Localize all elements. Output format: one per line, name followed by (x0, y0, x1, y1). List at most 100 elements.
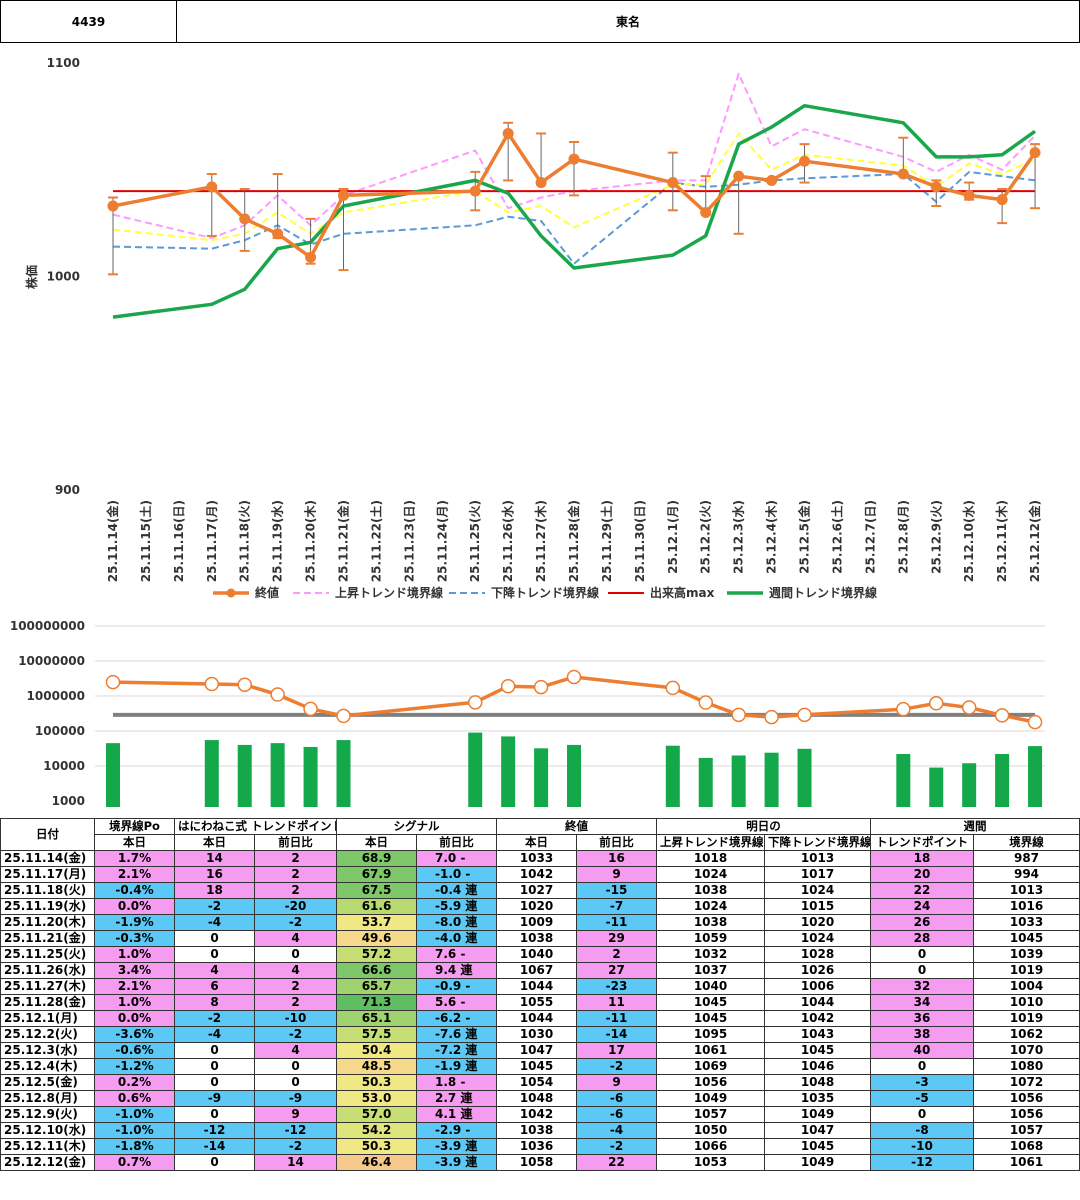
cell-sig: 57.0 (336, 1106, 418, 1123)
cell-wtp: -8 (870, 1122, 975, 1139)
volume-bar (336, 740, 351, 807)
close-point (897, 168, 909, 180)
cell-date: 25.12.2(火) (0, 1026, 95, 1043)
cell-down: 1020 (764, 914, 872, 931)
subheader-up-trend: 上昇トレンド境界線 (656, 834, 766, 851)
x-tick-label: 25.12.11(木) (994, 500, 1009, 582)
volume-bar (501, 736, 516, 807)
cell-wtp: -3 (870, 1074, 975, 1091)
table-row: 25.12.10(水) -1.0% -12 -12 54.2 -2.9 -1038 -4 10… (0, 1122, 1080, 1139)
cell-wb: 1033 (973, 914, 1080, 931)
volume-point (731, 707, 746, 723)
cell-down: 1043 (764, 1026, 872, 1043)
cell-tp: 16 (174, 866, 255, 883)
cell-tp: 4 (174, 962, 255, 979)
cell-wb: 1080 (973, 1058, 1080, 1075)
cell-wtp: 18 (870, 850, 975, 867)
cell-tp-diff: 14 (253, 1154, 338, 1171)
cell-sig-diff: -1.0 - (416, 866, 498, 883)
cell-tp-diff: 2 (253, 882, 338, 899)
volume-bar (567, 744, 582, 807)
cell-po: -0.4% (94, 882, 175, 899)
cell-tp-diff: 2 (253, 850, 338, 867)
cell-wb: 1068 (973, 1138, 1080, 1155)
cell-close-diff: -2 (576, 1058, 658, 1075)
cell-close-diff: -11 (576, 914, 658, 931)
stock-name: 東名 (615, 15, 640, 29)
cell-sig-diff: 5.6 - (416, 994, 498, 1011)
x-tick-label: 25.12.12(金) (1027, 500, 1042, 582)
cell-wb: 1056 (973, 1090, 1080, 1107)
cell-close-diff: 9 (576, 866, 658, 883)
cell-tp-diff: -10 (253, 1010, 338, 1027)
cell-sig-diff: -5.9 連 (416, 898, 498, 915)
x-tick-label: 25.11.22(土) (368, 500, 383, 582)
cell-sig: 61.6 (336, 898, 418, 915)
cell-close: 1038 (496, 1122, 578, 1139)
cell-date: 25.12.10(水) (0, 1122, 95, 1139)
table-row: 25.12.8(月) 0.6% -9 -9 53.0 2.7 連 1048 -6 1049 103… (0, 1090, 1080, 1107)
cell-sig: 65.7 (336, 978, 418, 995)
cell-sig: 67.5 (336, 882, 418, 899)
cell-down: 1049 (764, 1106, 872, 1123)
table-row: 25.11.20(木) -1.9% -4 -2 53.7 -8.0 連 1009 -11 103… (0, 914, 1080, 931)
header-date: 日付 (0, 818, 95, 851)
close-point (535, 177, 547, 189)
cell-sig-diff: -3.9 連 (416, 1154, 498, 1171)
y-tick-label: 1100 (47, 56, 80, 70)
table-row: 25.11.21(金) -0.3% 0 4 49.6 -4.0 連 1038 29 1059 10… (0, 930, 1080, 947)
x-tick-label: 25.11.14(金) (105, 500, 120, 582)
cell-up: 1056 (656, 1074, 766, 1091)
cell-up: 1095 (656, 1026, 766, 1043)
cell-up: 1069 (656, 1058, 766, 1075)
cell-tp: -14 (174, 1138, 255, 1155)
x-tick-label: 25.12.10(水) (961, 500, 976, 582)
cell-wb: 1019 (973, 962, 1080, 979)
close-point (1029, 147, 1041, 159)
volume-point (896, 701, 911, 717)
cell-sig-diff: -1.9 連 (416, 1058, 498, 1075)
table-row: 25.11.18(火) -0.4% 18 2 67.5 -0.4 連 1027 -15 1038… (0, 882, 1080, 899)
cell-tp: -2 (174, 1010, 255, 1027)
x-tick-label: 25.11.16(日) (172, 500, 186, 582)
volume-point (105, 674, 121, 690)
cell-wb: 1010 (973, 994, 1080, 1011)
table-row: 25.11.26(水) 3.4% 4 4 66.6 9.4 連 1067 27 1037 1026… (0, 962, 1080, 979)
header-trend-point: はにわねこ式 トレンドポイント (173, 818, 338, 835)
cell-close-diff: 29 (576, 930, 658, 947)
close-point (107, 200, 119, 212)
x-tick-label: 25.11.18(火) (238, 500, 252, 582)
cell-up: 1040 (656, 978, 766, 995)
volume-bar (270, 743, 285, 807)
cell-close-diff: -23 (576, 978, 658, 995)
cell-sig: 65.1 (336, 1010, 418, 1027)
cell-down: 1035 (764, 1090, 872, 1107)
cell-wb: 1062 (973, 1026, 1080, 1043)
cell-close-diff: 17 (576, 1042, 658, 1059)
up-trend-line (112, 72, 1036, 240)
cell-wb: 994 (973, 866, 1080, 883)
cell-po: 0.0% (94, 898, 175, 915)
close-point (733, 170, 745, 182)
x-tick-label: 25.12.6(土) (829, 500, 844, 574)
volume-point (994, 708, 1010, 723)
cell-down: 1028 (764, 946, 872, 963)
cell-close: 1042 (496, 1106, 578, 1123)
cell-close: 1030 (496, 1026, 578, 1043)
cell-down: 1048 (764, 1074, 872, 1091)
cell-wb: 1045 (973, 930, 1080, 947)
table-row: 25.12.4(木) -1.2% 0 0 48.5 -1.9 連 1045 -2 1069 104… (0, 1058, 1080, 1075)
cell-close: 1058 (496, 1154, 578, 1171)
price-chart: 1100 1000 900 株価 25.11.14(金) 25.11.15(土) 25.11… (24, 56, 1042, 600)
subheader-tp-today: 本日 (174, 834, 255, 851)
cell-close: 1044 (496, 1010, 578, 1027)
volume-bar (995, 754, 1010, 807)
close-point (766, 174, 778, 186)
cell-tp: 0 (174, 946, 255, 963)
cell-down: 1044 (764, 994, 872, 1011)
cell-close: 1036 (496, 1138, 578, 1155)
cell-wtp: 20 (870, 866, 975, 883)
x-tick-label: 25.11.21(金) (336, 500, 351, 582)
legend-label: 週間トレンド境界線 (769, 585, 877, 600)
cell-tp-diff: -9 (253, 1090, 338, 1107)
